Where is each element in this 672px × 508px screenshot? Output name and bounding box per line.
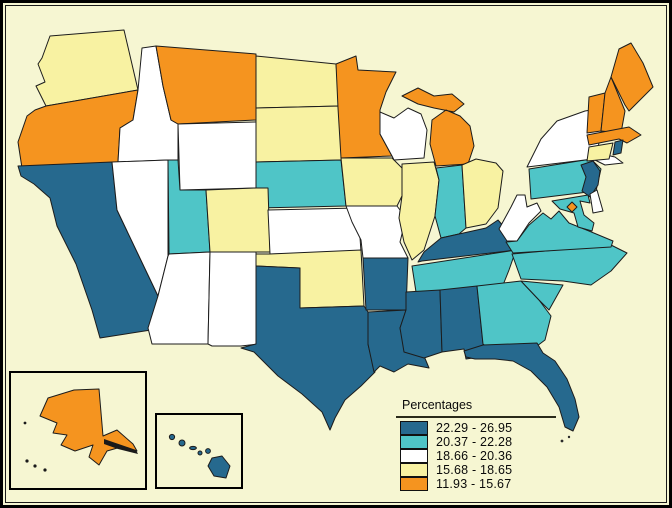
- state-nd: [255, 55, 341, 109]
- state-de: [589, 189, 604, 214]
- legend-title: Percentages: [402, 398, 473, 412]
- state-md: [551, 194, 595, 232]
- legend-item: 18.66 - 20.36: [396, 449, 562, 463]
- florida-keys-dot: [560, 439, 564, 443]
- state-ne: [255, 159, 347, 209]
- state-ct: [586, 142, 614, 162]
- state-dc: [566, 201, 578, 213]
- alaska-panhandle-islands: [104, 439, 138, 454]
- state-ky: [417, 219, 517, 263]
- state-nj: [580, 160, 601, 198]
- state-in: [434, 164, 467, 239]
- state-tx: [240, 265, 376, 431]
- state-ms: [399, 289, 443, 359]
- legend-rule: [396, 416, 556, 418]
- legend-label: 22.29 - 26.95: [436, 421, 513, 435]
- state-oh: [461, 158, 504, 229]
- state-sd: [255, 105, 345, 163]
- state-mi: [401, 87, 475, 167]
- legend-label: 18.66 - 20.36: [436, 449, 513, 463]
- hawaii-inset-box: [155, 413, 243, 489]
- state-wy: [177, 121, 257, 191]
- state-hi-kauai: [168, 433, 176, 441]
- legend-item: 22.29 - 26.95: [396, 421, 562, 435]
- state-hi-big-island: [207, 455, 231, 479]
- state-mt: [155, 45, 257, 125]
- state-tn: [411, 249, 517, 293]
- state-me: [610, 42, 654, 112]
- florida-keys-dot: [567, 435, 571, 439]
- legend-item: 11.93 - 15.67: [396, 477, 562, 491]
- state-mn: [335, 55, 397, 159]
- legend-label: 15.68 - 18.65: [436, 463, 513, 477]
- state-ma: [586, 126, 642, 146]
- aleutian-island: [33, 464, 37, 468]
- aleutian-island: [23, 421, 27, 425]
- state-ks: [267, 207, 362, 255]
- state-va: [505, 210, 614, 254]
- state-hi-oahu: [178, 439, 186, 447]
- legend-item: 20.37 - 22.28: [396, 435, 562, 449]
- state-ia: [340, 157, 405, 207]
- alaska-inset-box: [9, 371, 147, 490]
- state-hi-lanai: [197, 450, 203, 456]
- legend-label: 11.93 - 15.67: [436, 477, 512, 491]
- state-ak: [39, 388, 138, 466]
- state-hi-molokai: [189, 445, 197, 451]
- legend-label: 20.37 - 22.28: [436, 435, 513, 449]
- legend-rows: 22.29 - 26.95 20.37 - 22.28 18.66 - 20.36 1…: [396, 421, 562, 491]
- legend-swatch: [400, 463, 428, 477]
- aleutian-island: [43, 468, 47, 472]
- state-nc: [511, 244, 628, 286]
- legend-swatch: [400, 449, 428, 463]
- state-co: [205, 187, 271, 253]
- aleutian-island: [25, 459, 29, 463]
- legend: Percentages 22.29 - 26.95 20.37 - 22.28 18…: [396, 398, 562, 491]
- state-sc: [520, 280, 564, 311]
- state-ri: [612, 139, 624, 156]
- legend-item: 15.68 - 18.65: [396, 463, 562, 477]
- legend-swatch: [400, 477, 428, 491]
- state-wi: [379, 107, 428, 161]
- state-wv: [498, 194, 542, 242]
- state-ar: [362, 257, 409, 311]
- legend-swatch: [400, 435, 428, 449]
- legend-swatch: [400, 421, 428, 435]
- state-nh: [600, 76, 626, 134]
- state-nm: [207, 251, 259, 347]
- state-fl: [463, 342, 580, 432]
- state-hi-maui: [205, 448, 211, 454]
